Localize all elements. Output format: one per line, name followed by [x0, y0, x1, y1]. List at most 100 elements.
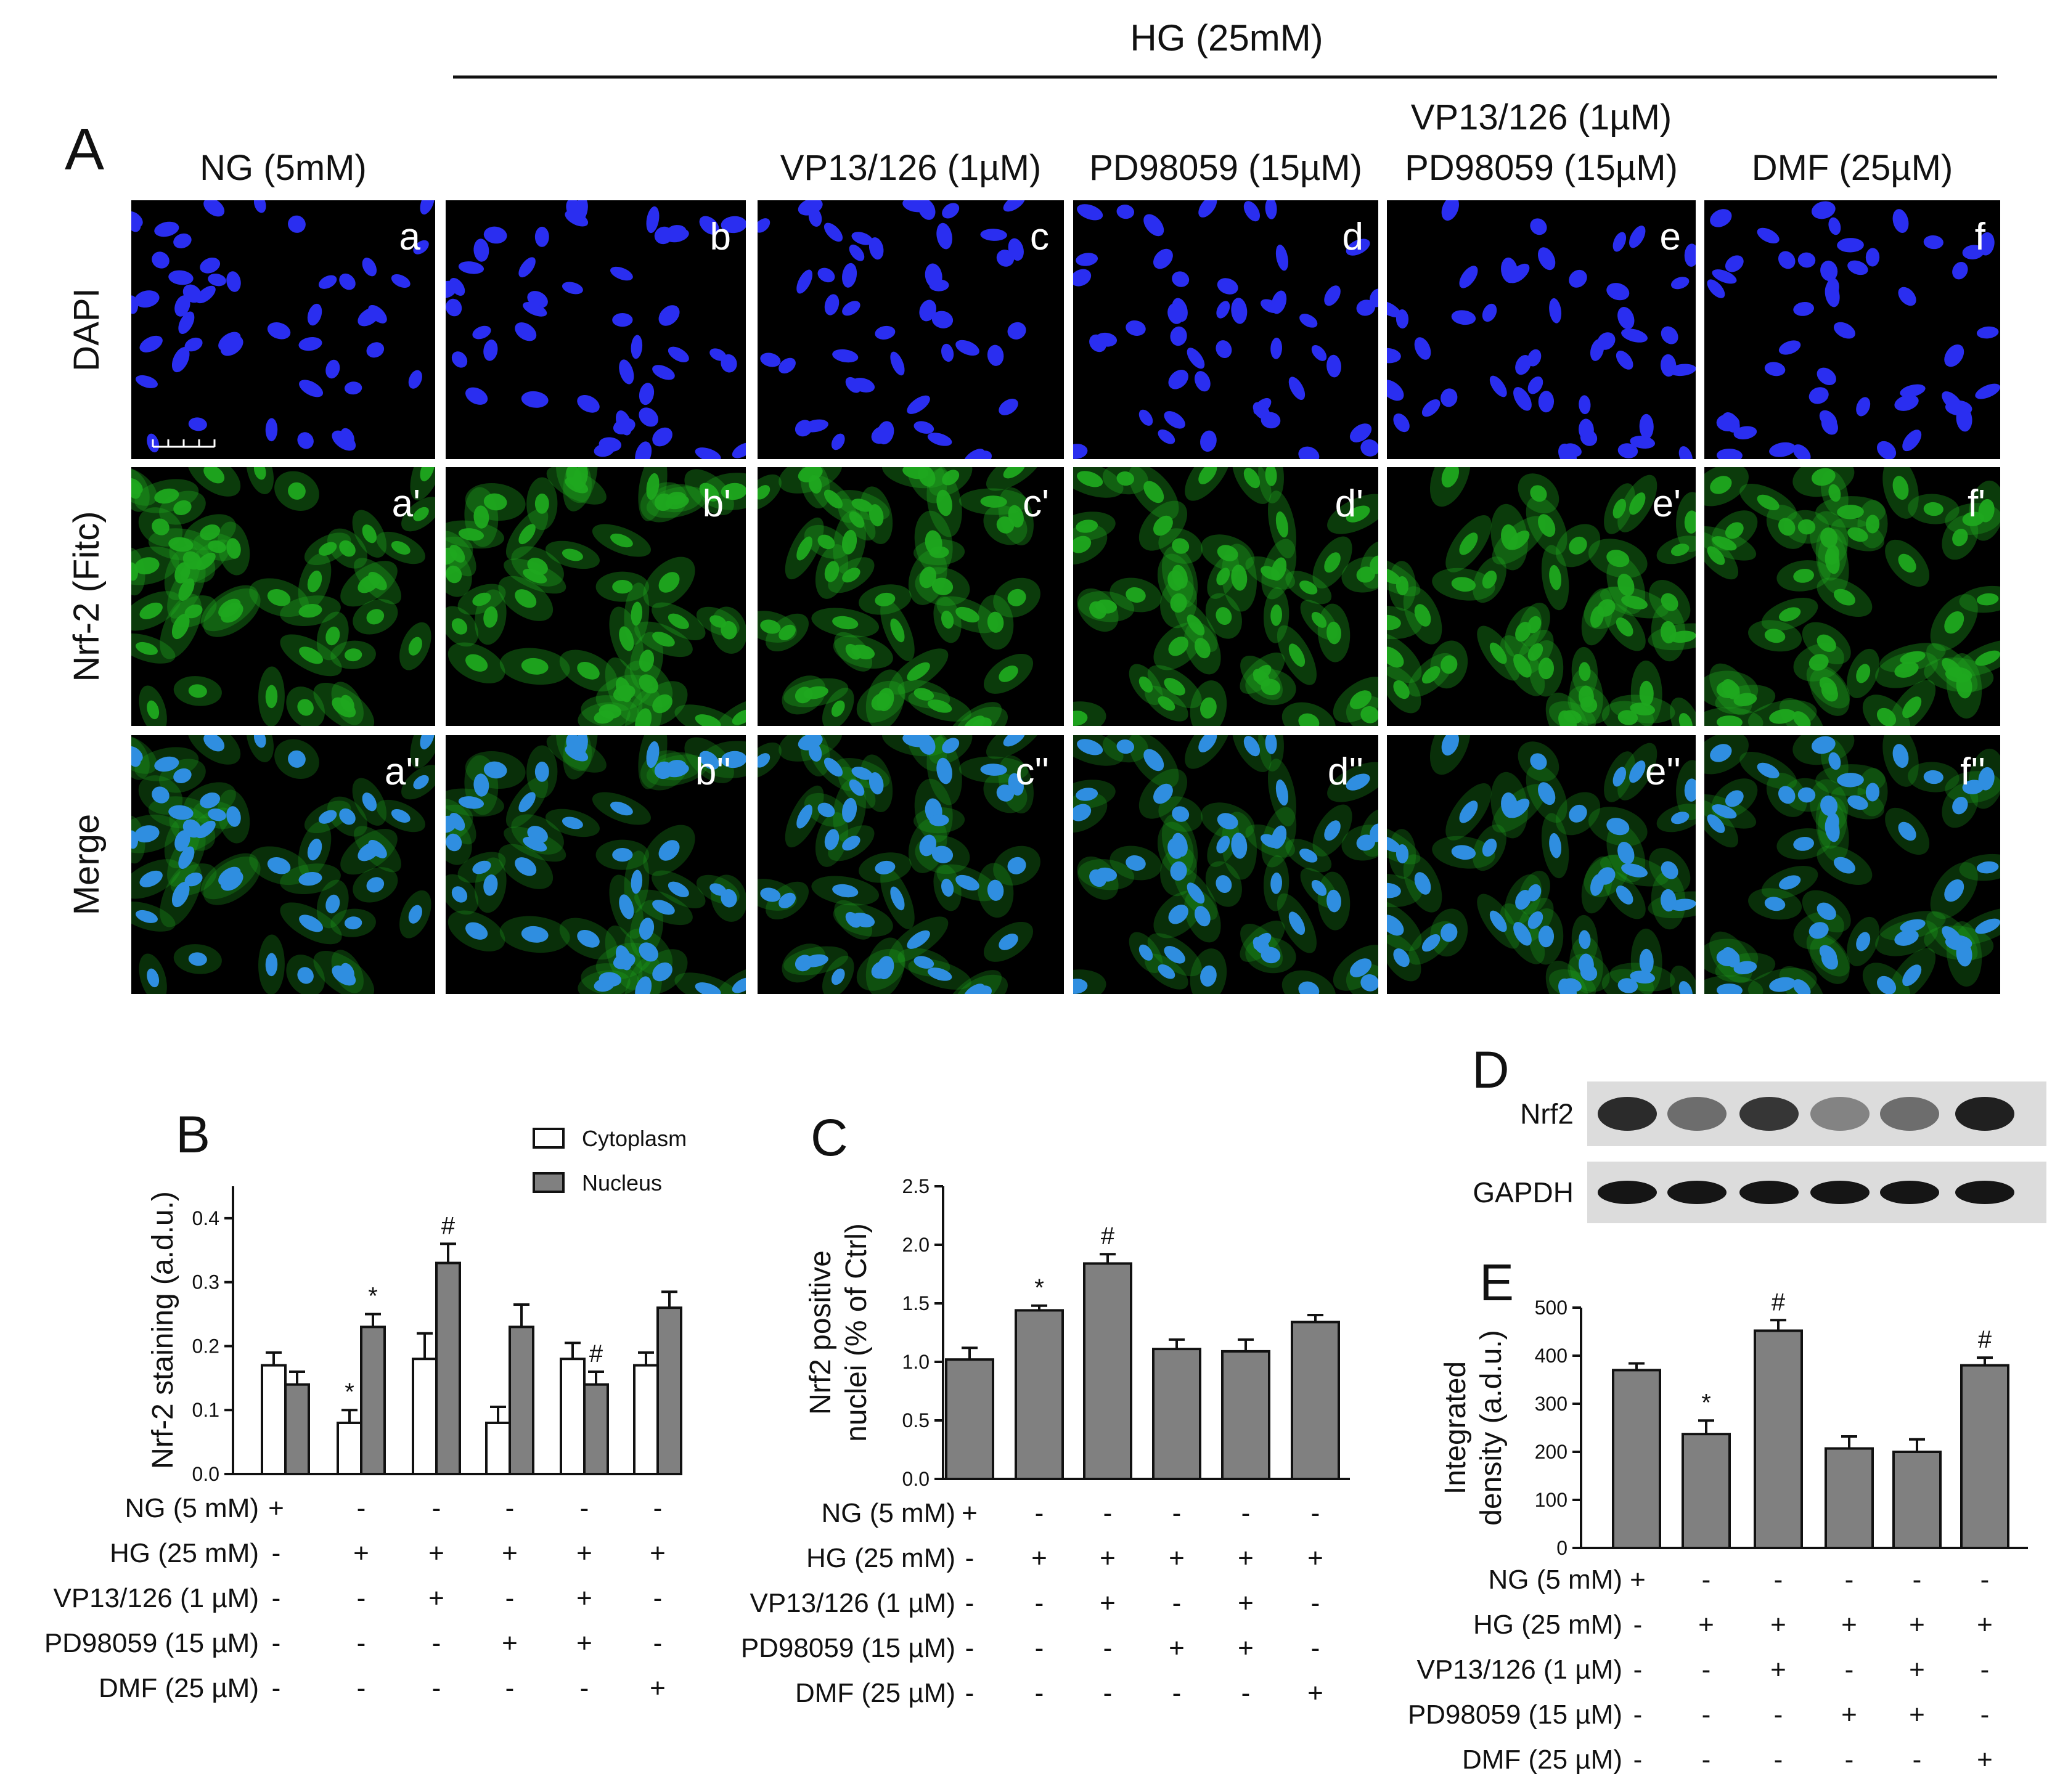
nucleus-shape: [1195, 371, 1211, 392]
panel-e-letter: E: [1479, 1253, 1514, 1311]
nucleus-shape: [534, 493, 549, 514]
nucleus-shape: [203, 200, 225, 217]
nucleus-shape: [131, 295, 139, 314]
micrograph-bp: b': [446, 467, 746, 726]
panel-label: f': [1968, 483, 1985, 525]
nucleus-shape: [472, 592, 491, 606]
nucleus-shape: [1661, 354, 1677, 377]
blot-band: [1739, 1097, 1799, 1131]
treatment-sign: -: [1980, 1700, 1990, 1730]
nucleus-shape: [1975, 383, 2000, 399]
nucleus-shape: [631, 601, 643, 626]
nucleus-shape: [919, 299, 937, 322]
nucleus-shape: [521, 926, 549, 943]
y-tick-label: 100: [1535, 1489, 1567, 1511]
nucleus-shape: [616, 945, 632, 971]
nucleus-shape: [307, 838, 322, 861]
nucleus-shape: [1231, 298, 1248, 324]
blot-label: Nrf2: [1520, 1098, 1574, 1130]
nucleus-shape: [1515, 622, 1531, 642]
nucleus-shape: [1170, 861, 1187, 881]
nucleus-shape: [253, 735, 266, 748]
nucleus-shape: [1590, 874, 1604, 896]
nucleus-shape: [842, 301, 860, 316]
micrograph-app: a'': [131, 735, 435, 994]
y-tick-label: 500: [1535, 1297, 1567, 1319]
nucleus-shape: [446, 815, 457, 833]
treatment-sign: -: [357, 1673, 366, 1703]
nucleus-shape: [1243, 201, 1261, 222]
panel-label: d'': [1328, 751, 1363, 793]
nucleus-shape: [562, 817, 583, 829]
nucleus-shape: [1962, 780, 1984, 794]
nucleus-shape: [332, 697, 356, 718]
nucleus-shape: [1414, 337, 1431, 360]
nucleus-shape: [1725, 522, 1744, 539]
nucleus-shape: [1513, 922, 1532, 946]
nucleus-shape: [420, 735, 435, 750]
nucleus-shape: [817, 802, 835, 818]
treatment-sign: +: [1841, 1610, 1857, 1640]
nucleus-shape: [1261, 678, 1281, 696]
blot-band: [1955, 1181, 2014, 1204]
nucleus-shape: [877, 956, 894, 980]
nucleus-shape: [174, 295, 190, 317]
nucleus-shape: [1617, 443, 1638, 458]
nucleus-shape: [318, 810, 337, 824]
nucleus-shape: [521, 658, 549, 675]
nucleus-shape: [999, 666, 1018, 682]
nucleus-shape: [1172, 806, 1190, 822]
nucleus-shape: [980, 229, 1007, 241]
nucleus-shape: [842, 836, 860, 851]
row-labels: DAPI Nrf-2 (Fitc) Merge: [67, 288, 107, 915]
nucleus-shape: [171, 882, 190, 908]
panel-label: a'': [385, 751, 420, 793]
y-tick-label: 0.0: [192, 1463, 219, 1485]
nucleus-shape: [1865, 783, 1880, 802]
nucleus-shape: [1537, 782, 1556, 805]
nucleus-shape: [631, 335, 643, 359]
nucleus-shape: [420, 200, 435, 215]
blot-band: [1598, 1181, 1657, 1204]
nucleus-shape: [1270, 337, 1282, 359]
scale-bar: [152, 439, 216, 448]
nucleus-shape: [927, 967, 952, 981]
nucleus-shape: [646, 741, 660, 768]
nucleus-shape: [918, 467, 936, 487]
nucleus-shape: [639, 650, 655, 672]
nucleus-shape: [1716, 949, 1740, 967]
nucleus-shape: [1172, 271, 1190, 287]
nucleus-shape: [955, 874, 979, 891]
nucleus-shape: [668, 346, 689, 362]
treatment-sign: -: [653, 1493, 663, 1523]
nucleus-shape: [1170, 593, 1187, 613]
nucleus-shape: [1138, 676, 1153, 693]
nucleus-shape: [391, 540, 411, 555]
nucleus-shape: [1716, 984, 1743, 994]
nucleus-shape: [1216, 875, 1232, 894]
nucleus-shape: [1617, 710, 1638, 725]
column-header-5-line1: VP13/126 (1µM): [1411, 97, 1672, 137]
nucleus-shape: [913, 421, 934, 434]
treatment-sign: -: [1103, 1498, 1113, 1528]
nucleus-shape: [1158, 429, 1175, 444]
micrograph-d: d: [1073, 200, 1378, 459]
bar: [435, 1261, 461, 1476]
nucleus-shape: [1579, 930, 1591, 950]
nucleus-shape: [1216, 607, 1232, 625]
treatment-sign: -: [1241, 1498, 1251, 1528]
micrograph-ap: a': [131, 467, 435, 726]
treatment-sign: +: [1909, 1655, 1925, 1685]
nucleus-shape: [1198, 735, 1217, 752]
panel-b-letter: B: [176, 1106, 210, 1163]
nucleus-shape: [1217, 813, 1238, 829]
nucleus-shape: [851, 499, 873, 512]
treatment-sign: -: [1702, 1655, 1711, 1685]
nucleus-shape: [639, 918, 655, 940]
bar: [560, 1358, 586, 1475]
nucleus-shape: [639, 407, 658, 427]
nucleus-shape: [358, 307, 380, 327]
nucleus-shape: [845, 911, 861, 928]
treatment-sign: +: [268, 1493, 284, 1523]
nucleus-shape: [941, 878, 954, 897]
